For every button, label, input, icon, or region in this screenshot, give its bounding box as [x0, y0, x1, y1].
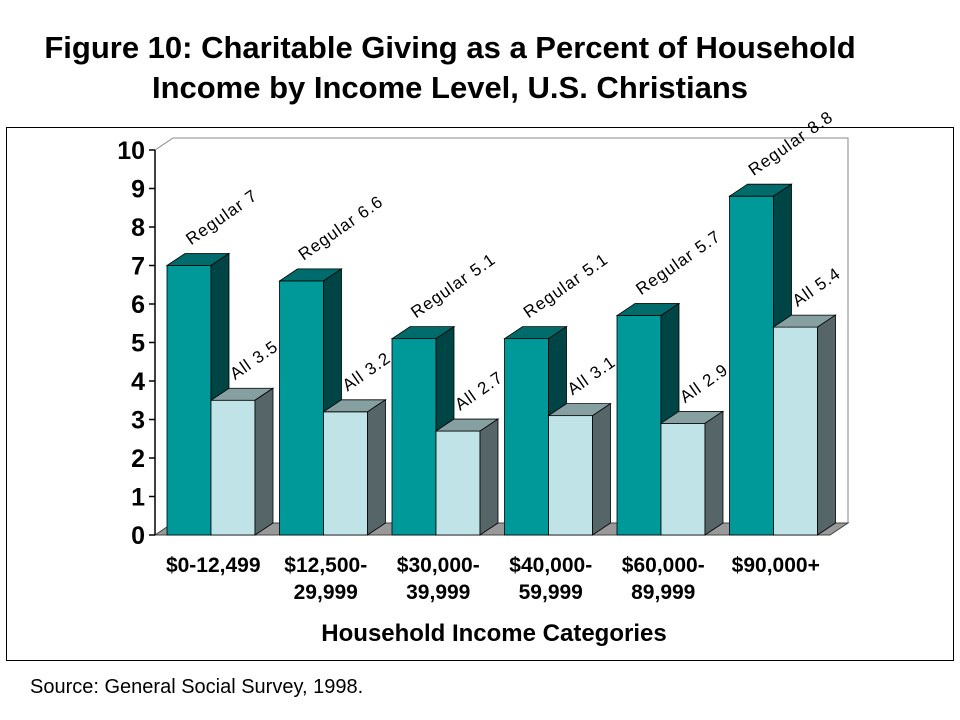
y-tick-label: 8	[131, 214, 145, 242]
chart-title-line-2: Income by Income Level, U.S. Christians	[151, 70, 749, 105]
x-tick-label-4: $60,000-	[622, 554, 705, 577]
x-tick-label-2: $30,000-	[397, 554, 480, 577]
bar-regular-0	[165, 252, 231, 536]
chart-title-line-1: Figure 10: Charitable Giving as a Percen…	[44, 30, 856, 65]
y-tick-label: 9	[131, 176, 145, 204]
bar-all-3	[547, 402, 612, 536]
x-axis-title: Household Income Categories	[321, 620, 666, 647]
y-tick-label: 3	[131, 407, 145, 435]
bar-all-1	[322, 399, 387, 536]
bars	[165, 183, 837, 536]
y-tick-label: 2	[131, 445, 145, 473]
bar-regular-4	[615, 302, 681, 536]
y-tick-label: 6	[131, 291, 145, 319]
x-tick-label-3: $40,000-	[509, 554, 592, 577]
x-tick-label-3: 59,999	[519, 581, 583, 604]
bar-all-0	[209, 387, 275, 536]
y-tick-label: 10	[117, 137, 145, 165]
x-tick-label-5: $90,000+	[732, 554, 820, 577]
x-tick-label-1: $12,500-	[284, 554, 367, 577]
x-tick-label-2: 39,999	[406, 581, 470, 604]
y-tick-label: 5	[131, 330, 145, 358]
y-tick-label: 4	[131, 368, 145, 396]
bar-all-2	[434, 418, 500, 536]
x-tick-label-0: $0-12,499	[166, 554, 261, 577]
bar-all-4	[659, 410, 725, 536]
x-axis: $0-12,499 $12,500- 29,999 $30,000- 39,999 $40…	[166, 554, 820, 604]
x-tick-label-1: 29,999	[294, 581, 358, 604]
chart-title: Figure 10: Charitable Giving as a Percen…	[0, 28, 900, 108]
chart-frame	[6, 127, 954, 661]
source-note: Source: General Social Survey, 1998.	[30, 676, 364, 698]
y-tick-label: 7	[131, 253, 145, 281]
y-axis: 0 1 2 3 4 5 6 7 8 9 10	[117, 137, 156, 550]
y-tick-label: 0	[131, 522, 145, 550]
bar-all-5	[772, 314, 837, 536]
y-tick-label: 1	[131, 484, 145, 512]
x-tick-label-4: 89,999	[631, 581, 695, 604]
